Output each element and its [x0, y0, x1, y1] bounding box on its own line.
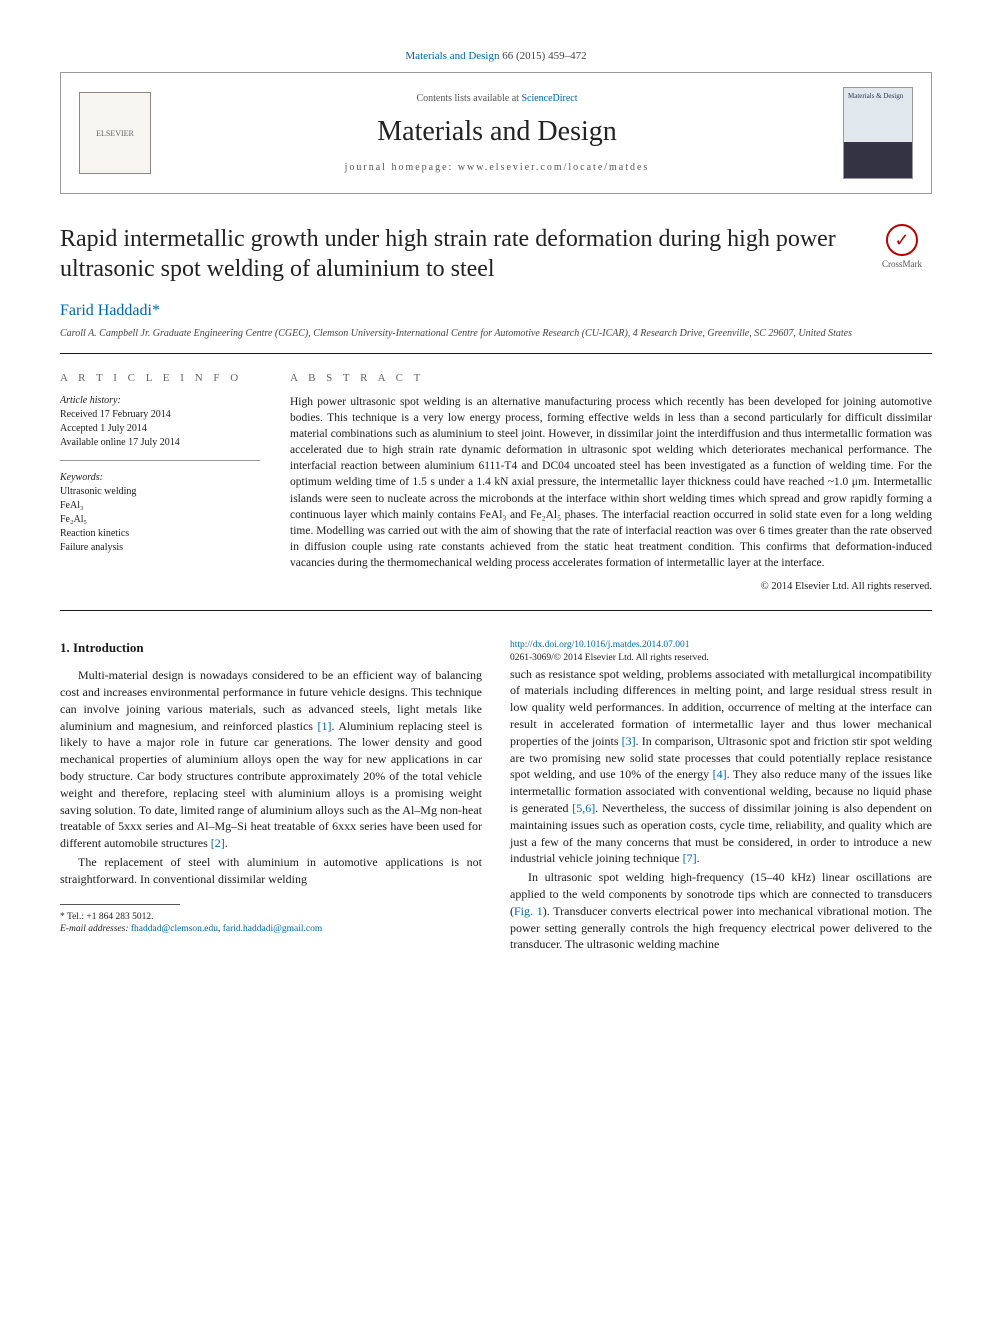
body-paragraph: Multi-material design is nowadays consid…	[60, 667, 482, 852]
crossmark-badge[interactable]: ✓ CrossMark	[872, 224, 932, 269]
citation-link[interactable]: [2]	[211, 836, 225, 850]
corresponding-footnote: * Tel.: +1 864 283 5012. E-mail addresse…	[60, 911, 482, 936]
footnote-separator	[60, 904, 180, 905]
crossmark-icon: ✓	[886, 224, 918, 256]
abstract-heading: A B S T R A C T	[290, 372, 932, 384]
author-affiliation: Caroll A. Campbell Jr. Graduate Engineer…	[60, 328, 932, 354]
abstract-text: High power ultrasonic spot welding is an…	[290, 394, 932, 571]
doi-block: http://dx.doi.org/10.1016/j.matdes.2014.…	[510, 639, 932, 666]
article-history: Article history: Received 17 February 20…	[60, 394, 260, 461]
article-title: Rapid intermetallic growth under high st…	[60, 224, 852, 284]
citation-link[interactable]: [5,6]	[572, 801, 595, 815]
journal-name: Materials and Design	[169, 116, 825, 148]
abstract-copyright: © 2014 Elsevier Ltd. All rights reserved…	[290, 581, 932, 592]
citation-link[interactable]: [1]	[318, 719, 332, 733]
keywords-block: Keywords: Ultrasonic welding FeAl₃ Fe₂Al…	[60, 471, 260, 565]
article-info-heading: A R T I C L E I N F O	[60, 372, 260, 384]
homepage-url: www.elsevier.com/locate/matdes	[458, 162, 650, 173]
sciencedirect-link[interactable]: ScienceDirect	[521, 93, 577, 104]
body-paragraph: such as resistance spot welding, problem…	[510, 666, 932, 868]
citation-link[interactable]: [4]	[713, 767, 727, 781]
elsevier-logo: ELSEVIER	[79, 92, 151, 174]
homepage-line: journal homepage: www.elsevier.com/locat…	[169, 162, 825, 173]
abstract-column: A B S T R A C T High power ultrasonic sp…	[290, 372, 932, 592]
email-link[interactable]: fhaddad@clemson.edu	[131, 924, 218, 934]
citation-bar: Materials and Design 66 (2015) 459–472	[60, 50, 932, 62]
section-heading-intro: 1. Introduction	[60, 639, 482, 657]
citation-journal-link[interactable]: Materials and Design	[405, 50, 499, 62]
citation-ref: 66 (2015) 459–472	[502, 50, 586, 62]
body-paragraph: In ultrasonic spot welding high-frequenc…	[510, 869, 932, 953]
corresponding-marker: *	[152, 302, 160, 319]
article-info-column: A R T I C L E I N F O Article history: R…	[60, 372, 260, 592]
contents-line: Contents lists available at ScienceDirec…	[169, 93, 825, 104]
citation-link[interactable]: [7]	[683, 851, 697, 865]
citation-link[interactable]: [3]	[622, 734, 636, 748]
figure-link[interactable]: Fig. 1	[514, 904, 543, 918]
journal-cover-thumb: Materials & Design	[843, 87, 913, 179]
body-paragraph: The replacement of steel with aluminium …	[60, 854, 482, 888]
email-link[interactable]: farid.haddadi@gmail.com	[223, 924, 323, 934]
journal-header: ELSEVIER Contents lists available at Sci…	[60, 72, 932, 194]
author-name: Farid Haddadi*	[60, 302, 932, 320]
body-text: 1. Introduction Multi-material design is…	[60, 639, 932, 953]
doi-link[interactable]: http://dx.doi.org/10.1016/j.matdes.2014.…	[510, 640, 690, 650]
